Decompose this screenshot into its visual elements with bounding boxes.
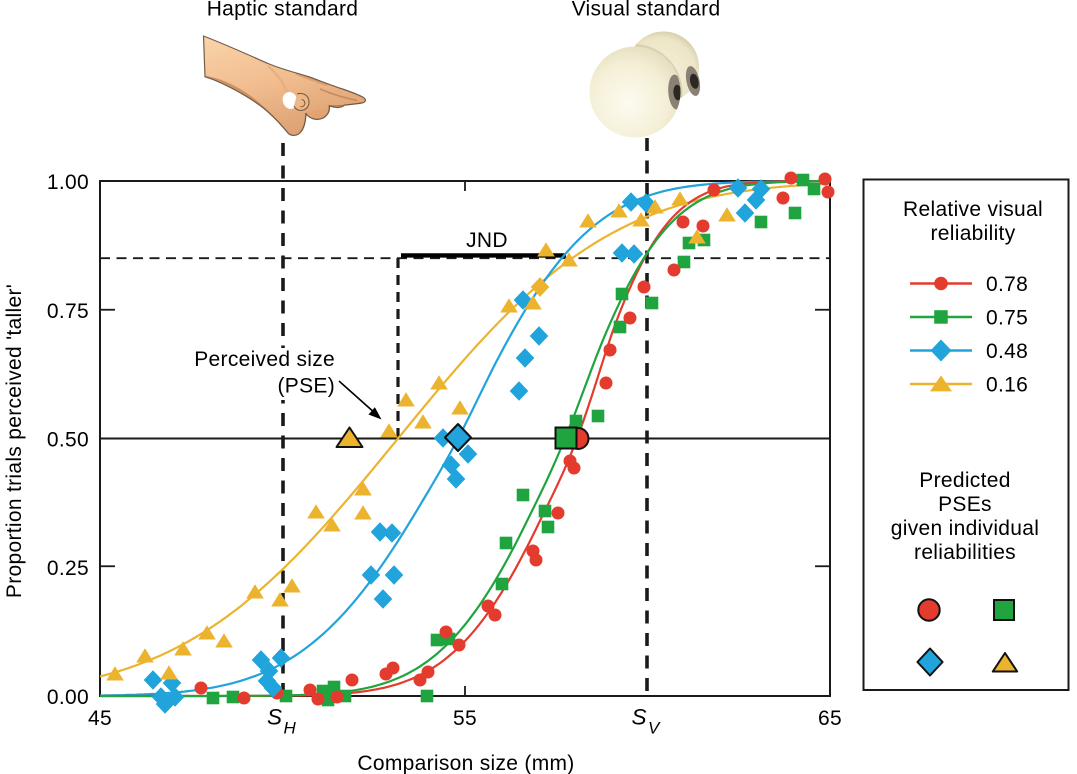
svg-text:given individual: given individual: [891, 517, 1039, 540]
svg-text:JND: JND: [466, 229, 508, 252]
svg-text:1.00: 1.00: [47, 171, 89, 194]
svg-text:reliabilities: reliabilities: [914, 541, 1016, 564]
svg-text:PSEs: PSEs: [938, 493, 992, 516]
svg-text:Haptic standard: Haptic standard: [207, 0, 359, 21]
svg-text:S: S: [632, 705, 647, 730]
svg-text:0.75: 0.75: [986, 307, 1028, 330]
svg-text:reliability: reliability: [931, 222, 1016, 245]
svg-text:0.16: 0.16: [986, 374, 1028, 397]
svg-text:55: 55: [453, 707, 477, 730]
svg-text:0.00: 0.00: [47, 686, 89, 709]
svg-text:0.75: 0.75: [47, 300, 89, 323]
svg-text:H: H: [284, 719, 297, 738]
svg-text:Predicted: Predicted: [919, 469, 1010, 492]
svg-text:0.48: 0.48: [986, 340, 1028, 363]
svg-text:0.50: 0.50: [47, 429, 89, 452]
svg-text:0.78: 0.78: [986, 273, 1028, 296]
svg-text:65: 65: [818, 707, 842, 730]
svg-text:Visual standard: Visual standard: [572, 0, 721, 21]
svg-text:0.25: 0.25: [47, 557, 89, 580]
svg-text:Comparison size (mm): Comparison size (mm): [357, 752, 574, 774]
svg-text:V: V: [648, 719, 661, 738]
svg-text:Perceived size: Perceived size: [194, 348, 335, 371]
svg-text:S: S: [267, 705, 282, 730]
svg-text:Proportion trials perceived 't: Proportion trials perceived 'taller': [3, 284, 26, 598]
svg-text:45: 45: [88, 707, 112, 730]
svg-text:Relative visual: Relative visual: [903, 198, 1043, 221]
svg-text:(PSE): (PSE): [277, 375, 335, 398]
